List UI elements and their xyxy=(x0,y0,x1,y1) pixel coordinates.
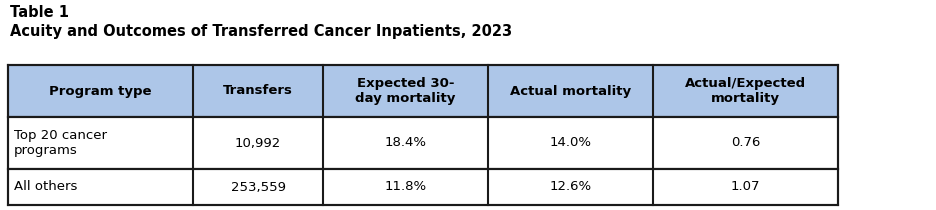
Text: Expected 30-
day mortality: Expected 30- day mortality xyxy=(356,77,456,105)
Bar xyxy=(8,169,838,205)
Text: 10,992: 10,992 xyxy=(235,136,281,150)
Text: 11.8%: 11.8% xyxy=(385,181,427,193)
Text: 0.76: 0.76 xyxy=(731,136,760,150)
Text: Acuity and Outcomes of Transferred Cancer Inpatients, 2023: Acuity and Outcomes of Transferred Cance… xyxy=(10,24,512,39)
Text: 14.0%: 14.0% xyxy=(549,136,592,150)
Text: Top 20 cancer
programs: Top 20 cancer programs xyxy=(14,129,107,157)
Text: 253,559: 253,559 xyxy=(230,181,285,193)
Text: Actual mortality: Actual mortality xyxy=(510,84,631,97)
Bar xyxy=(8,117,838,169)
Text: Table 1: Table 1 xyxy=(10,5,69,20)
Text: Transfers: Transfers xyxy=(223,84,293,97)
Text: 12.6%: 12.6% xyxy=(549,181,592,193)
Text: Actual/Expected
mortality: Actual/Expected mortality xyxy=(685,77,806,105)
Text: 18.4%: 18.4% xyxy=(385,136,427,150)
Text: All others: All others xyxy=(14,181,78,193)
Text: 1.07: 1.07 xyxy=(731,181,760,193)
Bar xyxy=(8,65,838,117)
Text: Program type: Program type xyxy=(50,84,152,97)
